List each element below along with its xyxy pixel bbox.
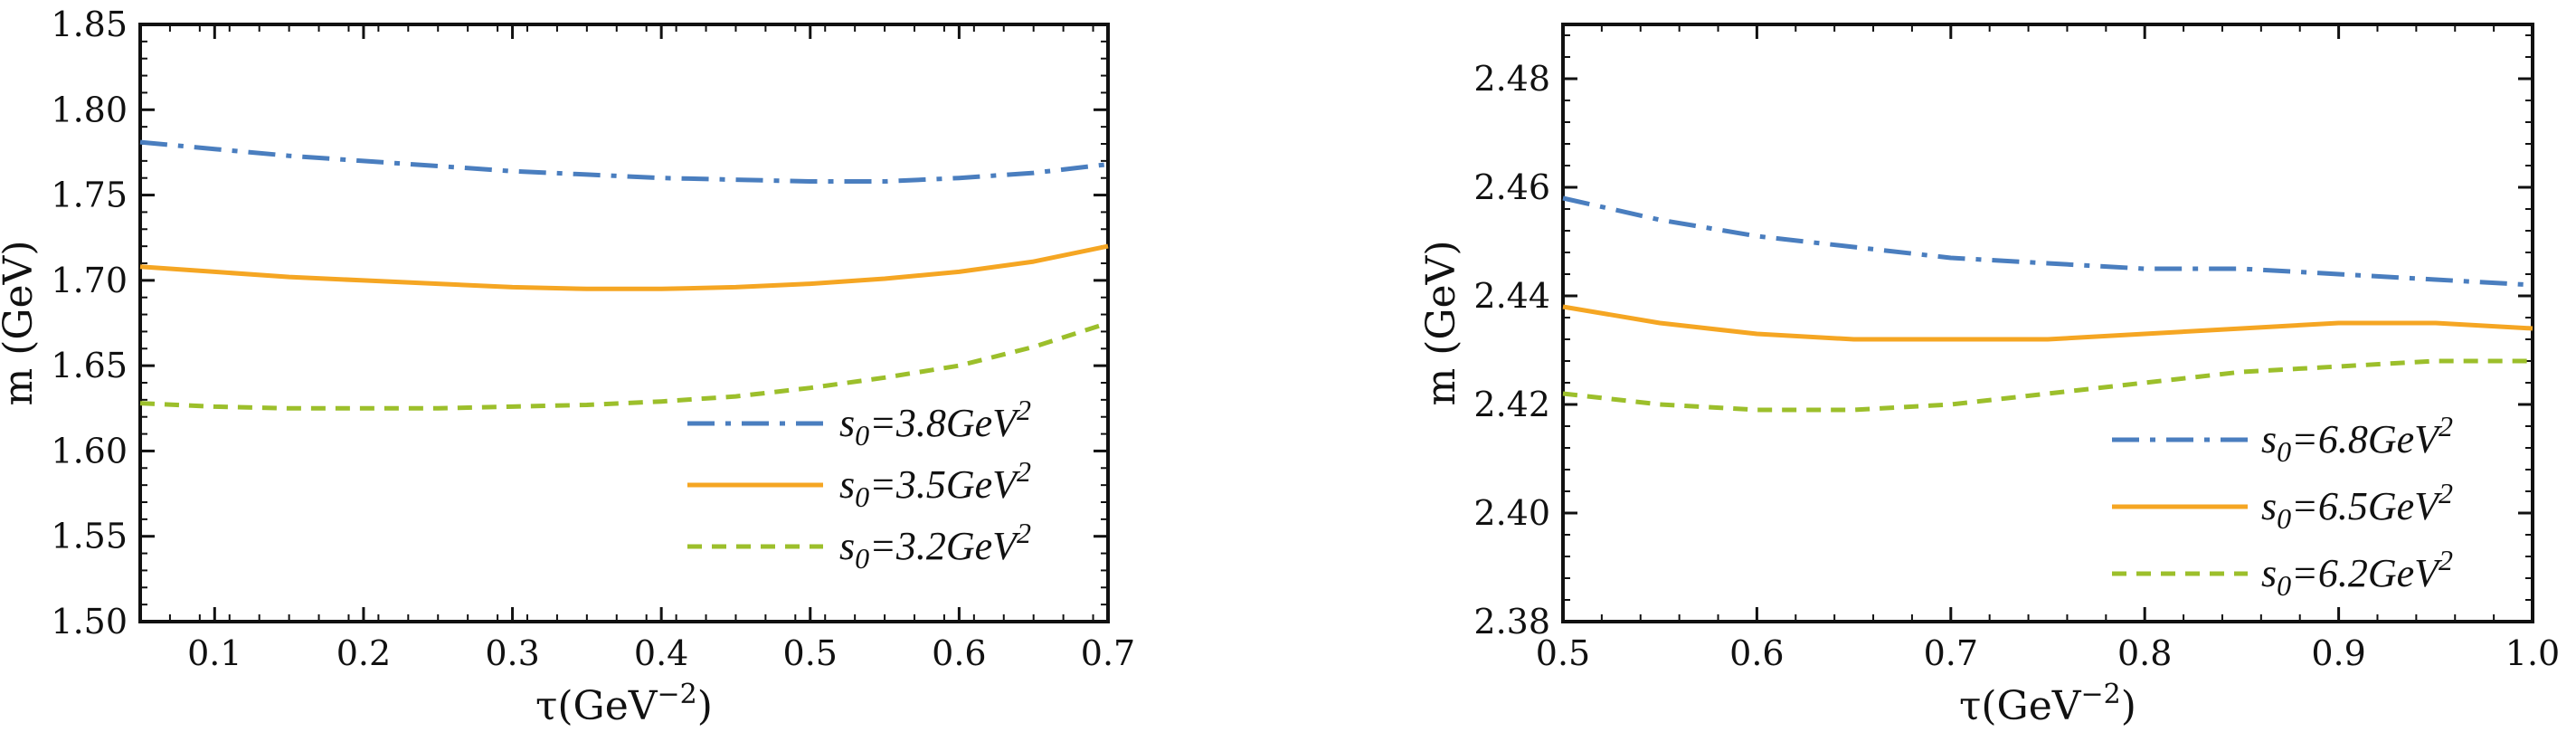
legend-label: s0=3.5GeV2 [839,455,1031,513]
legend-label-mid: =3.5GeV [869,462,1021,507]
series-line-dashed [139,320,1109,411]
y-tick-label: 2.44 [1473,276,1550,316]
x-axis-label-sup: −2 [2081,679,2121,710]
legend-label-base: s [839,524,855,568]
legend-label-sub: 0 [855,480,869,513]
y-tick-label: 1.60 [51,431,128,471]
legend-label-sup: 2 [1017,394,1031,426]
legend-label-mid: =6.2GeV [2291,551,2443,595]
legend-label: s0=3.8GeV2 [839,394,1031,452]
legend-label-mid: =6.5GeV [2291,484,2443,528]
x-axis-label-sup: −2 [658,679,697,710]
legend-label-sup: 2 [1017,517,1031,549]
legend-label-mid: =3.2GeV [869,524,1021,568]
x-tick-label: 0.7 [1081,633,1135,673]
y-tick-label: 2.38 [1473,602,1550,642]
y-tick-label: 1.75 [51,176,128,215]
legend-label-sub: 0 [855,542,869,575]
x-tick-label: 0.5 [783,633,838,673]
legend-label: s0=3.2GeV2 [839,517,1031,575]
x-axis-label-main: τ(GeV [1959,683,2082,729]
y-tick-label: 2.42 [1473,385,1550,424]
legend-label-sub: 0 [2277,435,2291,468]
legend-label-mid: =3.8GeV [869,401,1021,445]
x-tick-label: 0.8 [2117,633,2172,673]
y-tick-label: 1.65 [51,346,128,385]
y-tick-label: 1.70 [51,261,128,300]
y-axis-label: m (GeV) [1418,240,1464,405]
y-tick-label: 2.48 [1473,59,1550,99]
legend-label-sup: 2 [1017,455,1031,488]
y-tick-label: 1.80 [51,90,128,129]
y-tick-label: 2.40 [1473,493,1550,533]
x-tick-label: 0.3 [485,633,539,673]
legend-label-base: s [2261,551,2277,595]
legend-label-base: s [2261,484,2277,528]
series-line-dashdot [139,139,1109,184]
legend-label-base: s [839,401,855,445]
legend-label-sub: 0 [2277,569,2291,602]
series-line-dashdot [1562,195,2533,288]
y-axis-label: m (GeV) [0,240,42,405]
plot-frame [138,23,1110,623]
x-tick-label: 0.6 [1729,633,1784,673]
x-tick-label: 0.9 [2311,633,2365,673]
x-tick-label: 0.1 [187,633,242,673]
x-tick-label: 0.2 [336,633,391,673]
legend-label-sup: 2 [2439,544,2453,576]
legend-label: s0=6.2GeV2 [2261,544,2453,602]
legend-label-sup: 2 [2439,410,2453,442]
legend-label-mid: =6.8GeV [2291,417,2443,461]
x-tick-label: 0.7 [1924,633,1978,673]
y-tick-label: 1.55 [51,517,128,556]
x-axis-label-tail: ) [697,683,713,729]
x-tick-label: 0.4 [634,633,688,673]
series-line-dashed [1562,358,2533,413]
x-tick-label: 0.6 [932,633,986,673]
legend-label-sub: 0 [855,419,869,452]
y-tick-label: 1.50 [51,602,128,642]
y-tick-label: 2.46 [1473,167,1550,207]
legend-label-base: s [839,462,855,507]
legend-label-base: s [2261,417,2277,461]
x-tick-label: 1.0 [2505,633,2560,673]
x-tick-label: 0.5 [1536,633,1590,673]
x-axis-label: τ(GeV−2) [535,679,713,729]
chart-panel-1: 0.1 0.2 0.3 0.4 0.5 0.6 0.7 1.50 1.55 1.60 1.65 1.7… [0,5,1135,729]
x-axis-label-tail: ) [2121,683,2136,729]
series-line-solid [1562,304,2533,342]
series-line-solid [139,243,1109,291]
legend-label: s0=6.5GeV2 [2261,477,2453,535]
legend-label: s0=6.8GeV2 [2261,410,2453,468]
y-tick-label: 1.85 [51,5,128,44]
legend-label-sup: 2 [2439,477,2453,509]
legend-label-sub: 0 [2277,502,2291,535]
x-axis-label: τ(GeV−2) [1959,679,2136,729]
x-axis-label-main: τ(GeV [535,683,658,729]
plot-frame [1561,23,2534,623]
chart-panel-2: 0.5 0.6 0.7 0.8 0.9 1.0 2.38 2.40 2.42 2.44 2.46 2.… [1418,23,2560,729]
